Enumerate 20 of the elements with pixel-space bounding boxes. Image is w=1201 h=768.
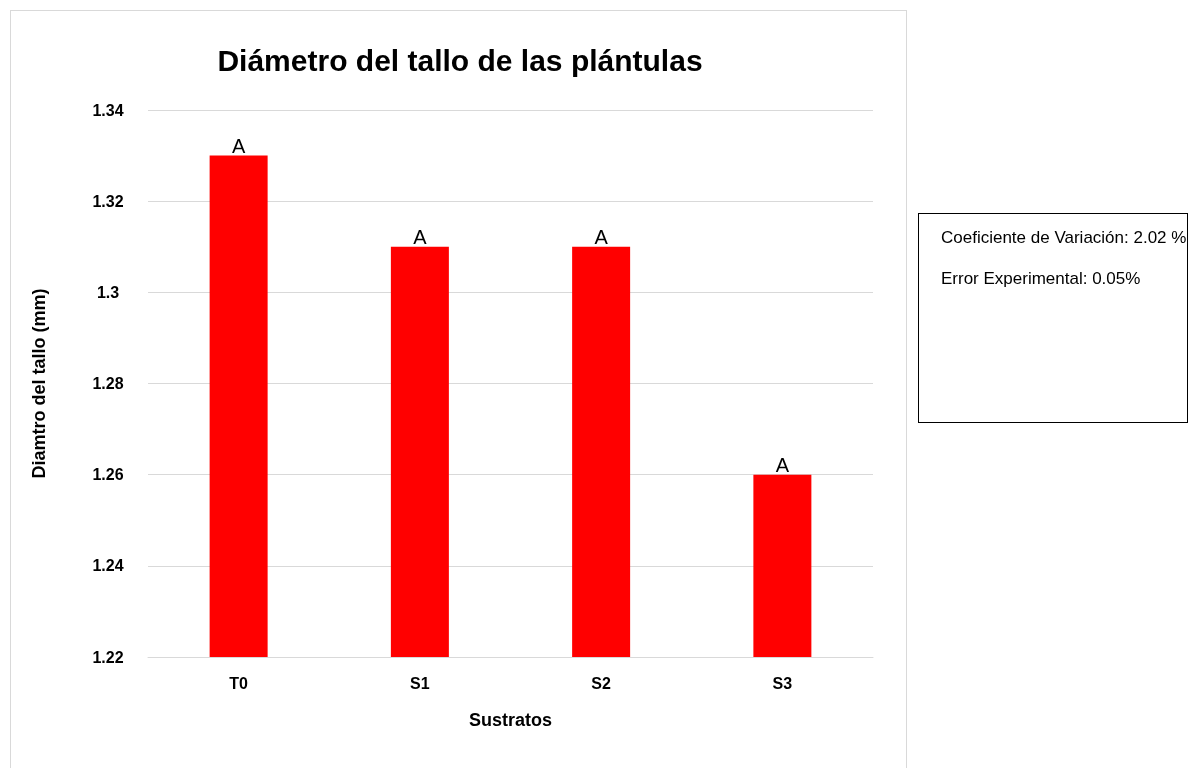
y-tick-label: 1.22 [92, 648, 124, 666]
y-tick-label: 1.32 [92, 192, 124, 210]
text: Error Experimental: 0.05% [941, 268, 1142, 291]
y-tick-label: 1.34 [92, 101, 124, 119]
x-axis-title: Sustratos [468, 710, 553, 730]
x-tick-label: T0 [229, 674, 249, 692]
y-axis-title: Diamtro del tallo (mm) [29, 288, 49, 479]
x-tick-label: S1 [410, 674, 430, 692]
annotation: A [775, 453, 790, 476]
y-tick-label: 1.3 [96, 283, 120, 301]
x-tick-label: S3 [772, 674, 793, 692]
chart-title: Diámetro del tallo de las plántulas [217, 43, 703, 77]
y-tick-label: 1.28 [92, 375, 124, 392]
text: Coeficiente de Variación: 2.02 % [941, 227, 1187, 249]
annotation: A [413, 225, 428, 248]
y-tick-label: 1.26 [92, 466, 124, 484]
x-tick-label: S2 [591, 674, 612, 692]
annotation: A [231, 134, 246, 157]
annotation: A [594, 225, 609, 248]
y-tick-label: 1.24 [92, 557, 124, 575]
